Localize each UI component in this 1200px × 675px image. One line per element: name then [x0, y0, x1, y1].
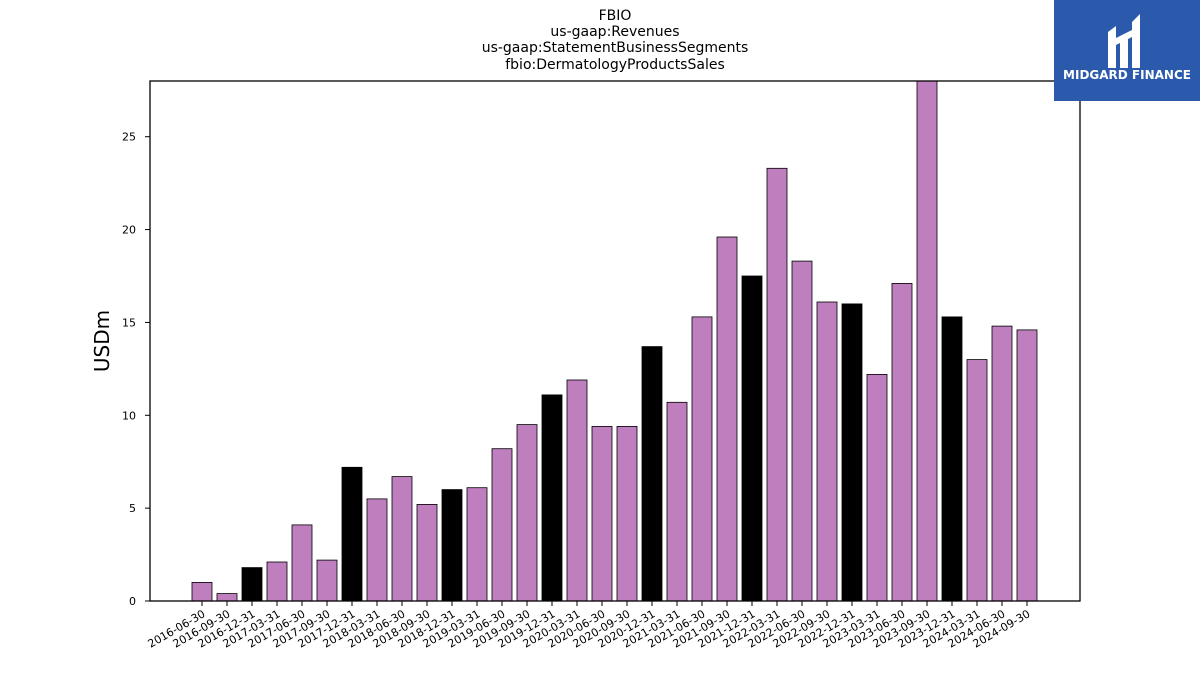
title-line-1: FBIO — [599, 8, 632, 24]
bar-2018-09-30 — [416, 503, 438, 602]
bar-2018-03-31 — [366, 498, 388, 602]
bar-2019-09-30 — [516, 424, 538, 602]
chart-title: FBIO us-gaap:Revenues us-gaap:StatementB… — [482, 8, 749, 73]
y-axis: 0 5 10 15 20 25 — [122, 131, 150, 608]
bar-2018-06-30 — [391, 476, 413, 602]
bar-2021-06-30 — [691, 316, 713, 602]
bar-2024-09-30 — [1016, 329, 1038, 602]
bar-2018-12-31 — [441, 489, 463, 602]
logo-mark-icon — [1108, 14, 1140, 68]
bar-2019-03-31 — [466, 487, 488, 602]
bar-2016-12-31 — [241, 567, 263, 602]
bar-2024-06-30 — [991, 325, 1013, 602]
bar-2021-09-30 — [716, 236, 738, 602]
bar-2020-06-30 — [591, 425, 613, 602]
bar-2022-09-30 — [816, 301, 838, 602]
bars — [191, 80, 1038, 602]
bar-2016-09-30 — [216, 593, 238, 602]
bar-2022-06-30 — [791, 260, 813, 602]
bar-2021-12-31 — [741, 275, 763, 602]
bar-2023-09-30 — [916, 80, 938, 602]
bar-2022-03-31 — [766, 167, 788, 602]
bar-2022-12-31 — [841, 303, 863, 602]
bar-2016-06-30 — [191, 582, 213, 602]
midgard-finance-logo: MIDGARD FINANCE — [1054, 0, 1200, 101]
y-tick-label: 15 — [122, 316, 136, 329]
y-tick-label: 10 — [122, 409, 136, 422]
x-axis: 2016-06-302016-09-302016-12-312017-03-31… — [146, 601, 1033, 651]
bar-2020-03-31 — [566, 379, 588, 602]
logo-text: MIDGARD FINANCE — [1063, 68, 1191, 82]
bar-2024-03-31 — [966, 359, 988, 602]
bar-2017-03-31 — [266, 561, 288, 602]
title-line-4: fbio:DermatologyProductsSales — [505, 57, 725, 73]
title-line-3: us-gaap:StatementBusinessSegments — [482, 40, 749, 56]
y-axis-label: USDm — [90, 310, 114, 372]
bar-2021-03-31 — [666, 401, 688, 602]
title-line-2: us-gaap:Revenues — [550, 24, 679, 40]
bar-2019-06-30 — [491, 448, 513, 602]
bar-2023-12-31 — [941, 316, 963, 602]
bar-2017-06-30 — [291, 524, 313, 602]
y-tick-label: 20 — [122, 224, 136, 237]
bar-2017-12-31 — [341, 466, 363, 602]
y-tick-label: 25 — [122, 131, 136, 144]
bar-2020-12-31 — [641, 346, 663, 602]
bar-2019-12-31 — [541, 394, 563, 602]
bar-2023-03-31 — [866, 373, 888, 602]
bar-2020-09-30 — [616, 425, 638, 602]
y-tick-label: 0 — [129, 595, 136, 608]
plot-frame — [149, 80, 1081, 602]
y-tick-label: 5 — [129, 502, 136, 515]
bar-2023-06-30 — [891, 282, 913, 602]
bar-2017-09-30 — [316, 559, 338, 602]
